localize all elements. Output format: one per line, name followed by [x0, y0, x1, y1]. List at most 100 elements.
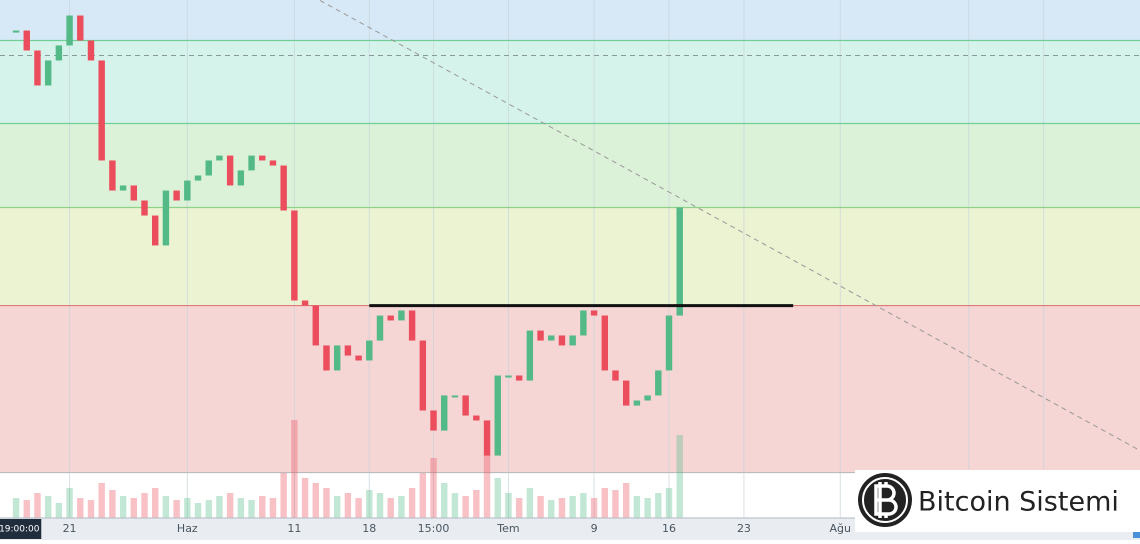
- volume-bar: [644, 498, 651, 518]
- volume-bar: [473, 490, 480, 518]
- volume-bar: [419, 473, 427, 518]
- candle: [601, 315, 608, 371]
- volume-bar: [205, 500, 212, 518]
- volume-bar: [612, 490, 619, 518]
- candle: [98, 60, 105, 161]
- candle: [537, 330, 544, 341]
- volume-bar: [430, 458, 437, 518]
- candle: [216, 155, 223, 161]
- candle: [462, 395, 469, 416]
- volume-bar: [55, 503, 63, 518]
- candle: [12, 30, 20, 33]
- candle: [355, 355, 362, 361]
- volume-bar: [376, 493, 384, 518]
- volume-bar: [366, 490, 373, 518]
- candle: [130, 185, 138, 201]
- volume-bar: [301, 478, 309, 518]
- candle: [387, 315, 394, 321]
- candle: [301, 300, 309, 306]
- volume-bar: [633, 496, 641, 518]
- logo-ring: [862, 477, 908, 523]
- candle: [205, 160, 212, 176]
- candle: [473, 415, 480, 421]
- volume-bar: [130, 498, 138, 518]
- x-tick-label: 15:00: [418, 522, 450, 535]
- candle: [569, 335, 576, 346]
- candle: [430, 410, 437, 431]
- volume-bar: [216, 496, 223, 518]
- zone: [0, 0, 1140, 41]
- volume-bar: [344, 493, 352, 518]
- candle: [644, 395, 651, 401]
- candle: [23, 30, 30, 51]
- candle: [119, 185, 127, 191]
- volume-bar: [333, 496, 341, 518]
- volume-bar: [451, 493, 459, 518]
- candle: [87, 40, 95, 61]
- logo-b: [874, 482, 898, 518]
- zone: [0, 207, 1140, 306]
- candle: [34, 50, 41, 86]
- candle: [109, 160, 116, 191]
- candle: [366, 340, 373, 361]
- volume-bar: [387, 498, 394, 518]
- volume-bar: [323, 488, 330, 518]
- candle: [398, 310, 405, 321]
- candle: [451, 395, 459, 398]
- candle: [526, 330, 534, 381]
- candle: [655, 370, 662, 396]
- volume-bar: [590, 498, 598, 518]
- volume-bar: [569, 496, 576, 518]
- candle: [622, 380, 630, 406]
- candle: [291, 210, 298, 301]
- candle: [515, 375, 523, 381]
- volume-bar: [109, 490, 116, 518]
- volume-bar: [237, 498, 245, 518]
- candle: [248, 155, 255, 171]
- x-tick-label: 9: [591, 522, 598, 535]
- candle: [259, 155, 266, 161]
- volume-bar: [622, 483, 630, 518]
- volume-bar: [515, 498, 523, 518]
- candle: [237, 170, 245, 186]
- zone: [0, 40, 1140, 124]
- x-tick-label: 16: [662, 522, 676, 535]
- volume-bar: [173, 500, 180, 518]
- volume-bar: [441, 483, 448, 518]
- candle: [548, 335, 555, 341]
- volume-bar: [44, 496, 52, 518]
- candle: [152, 215, 159, 246]
- volume-bar: [408, 488, 416, 518]
- volume-bar: [23, 500, 30, 518]
- volume-bar: [665, 488, 673, 518]
- volume-bar: [34, 493, 41, 518]
- volume-bar: [398, 496, 405, 518]
- candle: [494, 375, 501, 456]
- volume-bar: [558, 498, 566, 518]
- volume-bar: [87, 500, 95, 518]
- volume-bar: [248, 500, 255, 518]
- candle: [408, 310, 416, 341]
- x-tick-label: 11: [287, 522, 301, 535]
- volume-bar: [162, 496, 170, 518]
- volume-bar: [280, 473, 287, 518]
- candle: [676, 207, 683, 316]
- volume-bar: [355, 498, 362, 518]
- volume-bar: [98, 483, 105, 518]
- candle: [173, 190, 180, 201]
- candle: [226, 155, 234, 186]
- zone: [0, 305, 1140, 473]
- candle: [376, 315, 384, 341]
- volume-bar: [66, 488, 73, 518]
- volume-bar: [226, 493, 234, 518]
- candle: [333, 345, 341, 371]
- candle: [633, 400, 641, 406]
- volume-bar: [184, 498, 191, 518]
- volume-bar: [580, 493, 587, 518]
- volume-bar: [655, 493, 662, 518]
- candle: [419, 340, 427, 411]
- candle: [44, 60, 52, 86]
- candle: [665, 315, 673, 371]
- volume-bar: [483, 455, 491, 518]
